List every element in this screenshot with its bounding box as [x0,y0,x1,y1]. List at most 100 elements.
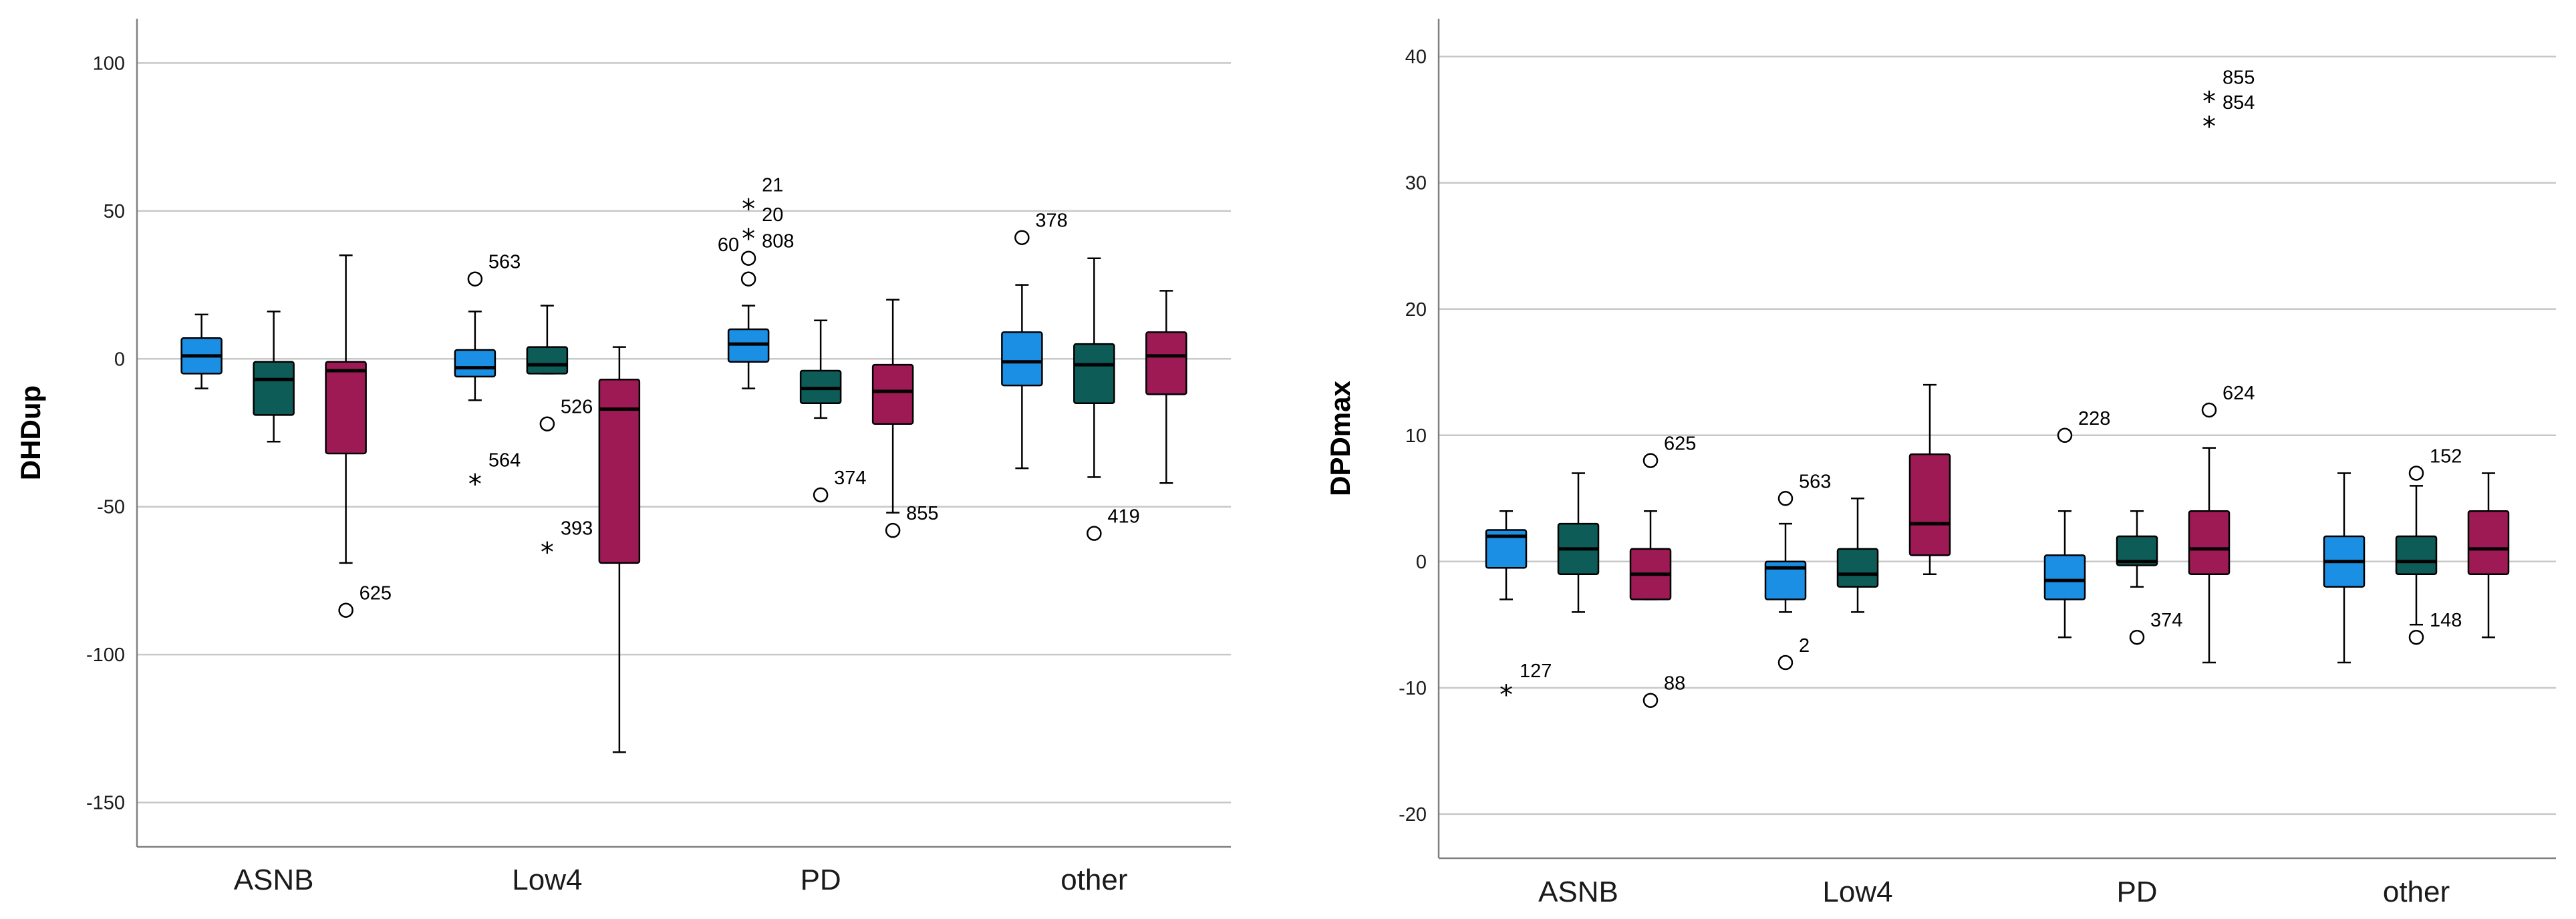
outlier-star: * [541,537,554,568]
box-low4-series-1 [454,311,496,401]
outlier-circle [740,271,756,287]
box-other-series-1 [1001,284,1043,470]
chart-dhdup: 100 50 0 -50 -100 -150 DHDup ASNB Low4 PD other 625… [15,19,1231,896]
x-category-label: Low4 [512,864,582,896]
box-pd-series-1 [727,305,770,389]
outlier-circle [1642,693,1659,708]
iqr-box [526,346,569,375]
outlier-label: 393 [561,518,593,539]
outlier-label: 563 [488,252,521,273]
iqr-box [2116,535,2158,566]
iqr-box [2188,510,2231,575]
outlier-label: 564 [488,449,521,471]
y-tick-label: -100 [86,645,125,666]
box-asnb-series-1 [1485,510,1528,600]
iqr-box [1145,331,1187,395]
outlier-star: * [2202,112,2216,142]
outlier-label: 625 [360,583,392,604]
box-other-series-1 [2323,472,2366,664]
box-pd-series-1 [2043,510,2086,638]
y-tick-label: -150 [86,793,125,814]
outlier-label: 624 [2223,383,2255,404]
box-pd-series-2 [2116,510,2158,588]
outlier-circle [813,487,829,503]
iqr-box [1764,560,1807,600]
y-tick-label: -10 [1399,678,1427,699]
iqr-box [1836,548,1879,588]
outlier-label: 374 [834,468,866,489]
x-category-label: PD [801,864,841,896]
outlier-circle [2408,629,2424,645]
x-category-label: Low4 [1822,876,1892,908]
iqr-box [1073,343,1115,404]
box-low4-series-2 [526,305,569,375]
iqr-box [325,361,367,455]
outlier-label: 88 [1664,673,1685,695]
outlier-label: 378 [1035,210,1067,232]
outlier-circle [1777,655,1794,671]
outlier-label: 152 [2430,445,2462,467]
outlier-circle [2057,427,2073,443]
box-low4-series-3 [1908,383,1951,575]
y-tick-label: 50 [104,201,125,222]
outlier-label: 20 [762,204,783,226]
box-low4-series-1 [1764,522,1807,613]
iqr-box [1001,331,1043,387]
y-tick-label: 0 [1416,552,1427,573]
outlier-label: 625 [1664,433,1696,455]
iqr-box [2043,554,2086,600]
chart-dpdmax: 40 30 20 10 0 -10 -20 DPDmax ASNB Low4 PD other * 127… [1324,19,2556,908]
outlier-circle [539,416,555,431]
outlier-label: 60 [718,234,739,256]
box-asnb-series-2 [253,311,295,443]
iqr-box [1908,453,1951,556]
x-category-label: PD [2116,876,2157,908]
outlier-label: 855 [2223,67,2255,88]
box-asnb-series-1 [180,313,223,389]
box-other-series-3 [1145,290,1187,484]
outlier-circle [885,522,901,538]
x-category-label: other [1060,864,1127,896]
iqr-box [1485,529,1528,569]
iqr-box [2395,535,2438,575]
outlier-label: 855 [906,503,938,524]
box-other-series-2 [2395,485,2438,626]
iqr-box [2467,510,2510,575]
iqr-box [598,379,641,564]
y-tick-label: -20 [1399,804,1427,825]
outlier-circle [1014,230,1030,245]
outlier-circle [2129,629,2145,645]
box-asnb-series-2 [1557,472,1600,613]
box-asnb-series-3 [1629,510,1672,600]
y-tick-label: 20 [1405,299,1427,321]
y-tick-label: 30 [1405,173,1427,194]
outlier-circle [2408,466,2424,481]
outlier-circle [1642,453,1659,468]
outlier-label: 419 [1107,506,1139,528]
outlier-label: 21 [762,175,783,196]
outlier-star: * [1499,680,1513,711]
outlier-label: 228 [2078,408,2110,429]
box-pd-series-3 [2188,447,2231,664]
y-tick-label: 100 [93,53,125,74]
box-pd-series-2 [799,319,842,419]
y-axis-label: DPDmax [1324,380,1356,496]
box-pd-series-3 [871,299,914,514]
box-asnb-series-3 [325,254,367,564]
x-category-label: ASNB [234,864,314,896]
outlier-label: 526 [561,397,593,418]
box-low4-series-3 [598,346,641,753]
outlier-star: * [742,194,755,225]
box-other-series-3 [2467,472,2510,638]
box-low4-series-2 [1836,498,1879,613]
x-category-label: other [2383,876,2450,908]
outlier-star: * [468,469,482,500]
y-tick-label: 10 [1405,425,1427,447]
outlier-circle [467,271,483,287]
iqr-box [871,363,914,425]
outlier-star: * [742,224,755,254]
outlier-label: 808 [762,231,794,252]
y-tick-label: 0 [114,349,125,370]
box-other-series-2 [1073,257,1115,478]
outlier-label: 148 [2430,610,2462,631]
